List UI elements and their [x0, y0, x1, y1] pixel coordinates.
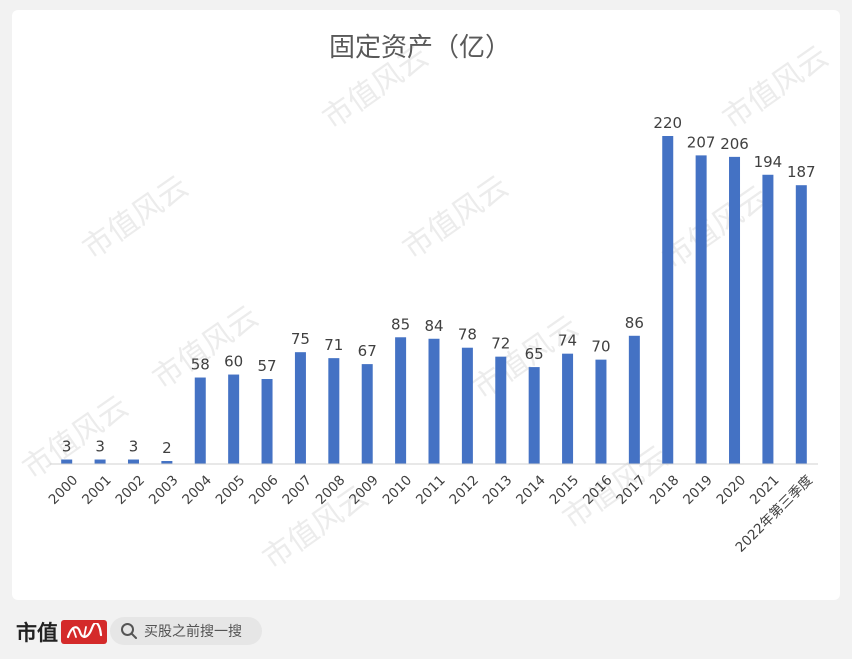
watermark-text: 市值风云: [77, 169, 195, 266]
bar: [328, 358, 340, 464]
x-tick-label: 2020: [714, 472, 750, 508]
data-label: 74: [558, 332, 577, 350]
bar: [662, 136, 674, 464]
watermark-text: 市值风云: [17, 389, 135, 486]
data-label: 86: [625, 314, 644, 332]
x-tick-label: 2013: [480, 472, 516, 508]
data-label: 58: [191, 356, 210, 374]
x-tick-label: 2002: [112, 472, 148, 508]
bar: [261, 379, 273, 464]
x-tick-label: 2010: [380, 472, 416, 508]
bar: [595, 359, 607, 464]
bars-group: [61, 136, 807, 464]
data-label: 71: [324, 336, 343, 354]
x-tick-label: 2007: [279, 472, 315, 508]
bar: [528, 367, 540, 464]
bar: [228, 374, 240, 464]
data-label: 194: [754, 153, 783, 171]
watermark-text: 市值风云: [717, 39, 835, 136]
brand-logo: 市值: [16, 617, 107, 647]
watermark-text: 市值风云: [397, 169, 515, 266]
brand-seal: [61, 620, 107, 644]
bar: [495, 356, 507, 464]
x-tick-label: 2004: [179, 472, 215, 508]
data-label: 72: [491, 335, 510, 353]
bar: [729, 156, 741, 464]
bar: [562, 353, 574, 464]
x-tick-label: 2001: [79, 472, 115, 508]
x-tick-label: 2014: [513, 472, 549, 508]
footer-bar: 市值 买股之前搜一搜: [0, 605, 852, 659]
bar: [395, 337, 407, 464]
data-label: 2: [162, 439, 172, 457]
chart-card: 市值风云 市值风云 市值风云 市值风云 市值风云 市值风云 市值风云 市值风云 市值风云 市值风云…: [12, 10, 840, 600]
x-tick-label: 2003: [146, 472, 182, 508]
data-label: 67: [358, 342, 377, 360]
bar: [61, 459, 73, 464]
x-tick-label: 2005: [213, 472, 249, 508]
bar: [762, 174, 774, 464]
search-icon: [121, 623, 137, 639]
x-tick-labels-group: 2000200120022003200420052006200720082009…: [46, 472, 816, 556]
bar: [127, 459, 139, 464]
chart-title: 固定资产（亿）: [329, 33, 511, 63]
data-label: 65: [525, 345, 544, 363]
bar: [461, 347, 473, 464]
x-tick-label: 2006: [246, 472, 282, 508]
x-tick-label: 2000: [46, 472, 82, 508]
data-label: 70: [591, 338, 610, 356]
bar: [695, 155, 707, 464]
data-label: 207: [687, 133, 716, 151]
data-label: 187: [787, 163, 816, 181]
data-label: 3: [62, 438, 72, 456]
brand-name: 市值: [16, 620, 58, 645]
data-label: 57: [257, 357, 276, 375]
bar: [361, 364, 373, 464]
x-tick-label: 2011: [413, 472, 449, 508]
data-label: 60: [224, 353, 243, 371]
data-label: 3: [95, 438, 105, 456]
data-label: 75: [291, 330, 310, 348]
data-label: 78: [458, 326, 477, 344]
bar: [428, 338, 440, 464]
data-label: 220: [653, 114, 682, 132]
search-box[interactable]: 买股之前搜一搜: [110, 617, 262, 645]
bar: [94, 459, 106, 464]
bar: [161, 461, 173, 464]
data-labels-group: 3 3 3 2 58 60 57 75 71 67 85 84 78 72 65 74 70 86 220 207 20…: [62, 114, 816, 457]
x-tick-label: 2019: [680, 472, 716, 508]
x-tick-label: 2012: [446, 472, 482, 508]
bar: [294, 352, 306, 464]
bar: [194, 377, 206, 464]
data-label: 85: [391, 315, 410, 333]
brand-seal-icon: [66, 623, 103, 639]
search-placeholder: 买股之前搜一搜: [144, 624, 242, 640]
data-label: 3: [129, 438, 139, 456]
bar: [795, 185, 807, 464]
data-label: 206: [720, 135, 749, 153]
bar: [628, 335, 640, 464]
data-label: 84: [424, 317, 443, 335]
watermark-text: 市值风云: [657, 179, 775, 276]
